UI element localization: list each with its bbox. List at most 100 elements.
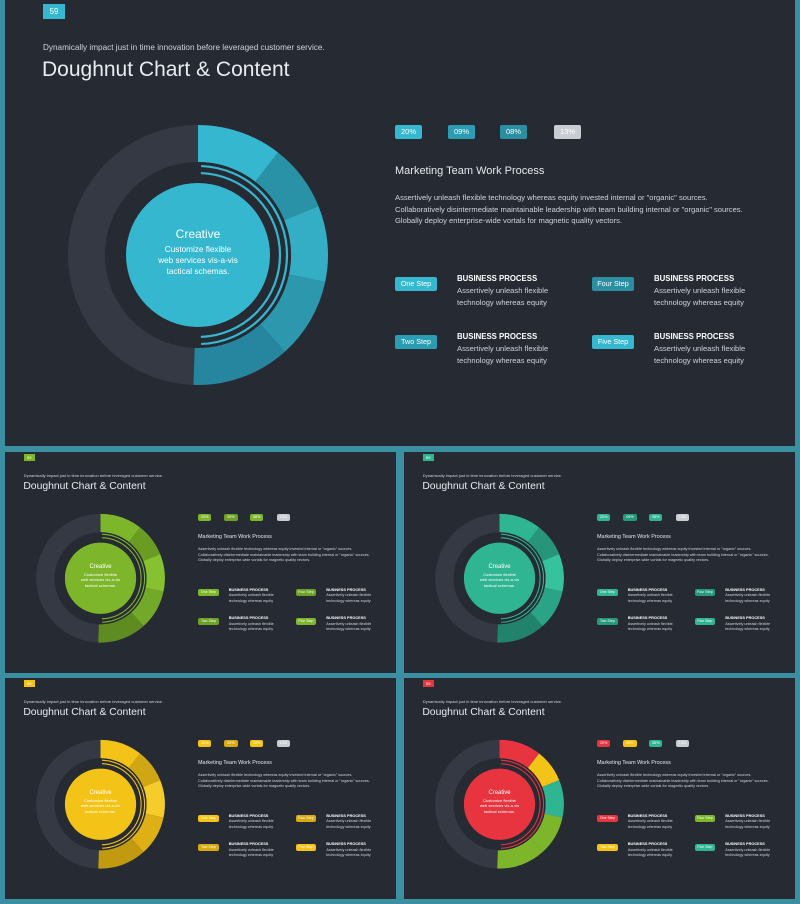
percent-pill: 08%	[500, 125, 527, 139]
step-button[interactable]: Five Step	[295, 843, 317, 851]
step-button[interactable]: One Step	[198, 589, 219, 597]
paragraph-line: Assertively unleash flexible technology …	[597, 773, 752, 778]
step-description-line: technology whereas equity	[457, 297, 547, 307]
percent-pill: 20%	[198, 739, 212, 747]
slide-subtitle: Dynamically impact just in time innovati…	[23, 473, 164, 479]
center-circle	[126, 183, 270, 327]
decorative-arc	[101, 763, 142, 846]
step-button[interactable]: Five Step	[694, 617, 716, 625]
step-button[interactable]: Four Step	[295, 815, 317, 823]
step-description-line: technology whereas equity	[326, 598, 371, 603]
doughnut-segment	[542, 780, 564, 818]
center-title: Creative	[89, 564, 112, 571]
step-button[interactable]: Two Step	[395, 335, 437, 349]
percent-pill: 09%	[224, 739, 238, 747]
decorative-arc	[501, 759, 545, 849]
percent-pill: 13%	[276, 739, 291, 747]
step-title: BUSINESS PROCESS	[725, 616, 765, 621]
paragraph-line: Collaboratively disintermediate maintain…	[198, 778, 370, 783]
step-button[interactable]: Five Step	[295, 617, 317, 625]
paragraph-line: Globally deploy enterprise-wide vortals …	[198, 784, 311, 789]
slide-teal: 59 Dynamically impact just in time innova…	[404, 452, 795, 673]
step-description-line: Assertively unleash flexible	[725, 847, 771, 852]
step-description: Assertively unleash flexible technology w…	[725, 819, 770, 830]
percent-pill: 09%	[448, 125, 475, 139]
doughnut-segment	[284, 206, 328, 283]
paragraph-line: Globally deploy enterprise-wide vortals …	[597, 558, 710, 563]
center-line: tactical schemas.	[483, 582, 516, 588]
step-button[interactable]: Four Step	[694, 589, 716, 597]
step-description: Assertively unleash flexible technology w…	[229, 593, 274, 604]
decorative-arc	[102, 759, 146, 849]
doughnut-segment	[527, 527, 560, 561]
paragraph-line: Assertively unleash flexible technology …	[198, 773, 353, 778]
doughnut-segment	[499, 739, 540, 768]
step-button[interactable]: Four Step	[694, 815, 716, 823]
step-button[interactable]: Two Step	[597, 617, 618, 625]
slide-green: 59 Dynamically impact just in time innova…	[5, 452, 396, 673]
center-line: web services vis-a-vis	[158, 256, 238, 265]
doughnut-segment	[131, 813, 164, 853]
step-button[interactable]: Two Step	[198, 843, 219, 851]
step-description-line: Assertively unleash flexible	[228, 847, 274, 852]
page-number-badge: 59	[23, 679, 35, 688]
percent-pill: 09%	[224, 513, 238, 521]
step-button[interactable]: Four Step	[592, 277, 634, 291]
slide-title: Doughnut Chart & Content	[23, 706, 146, 718]
step-description: Assertively unleash flexible technology w…	[725, 593, 770, 604]
doughnut-segment	[98, 612, 144, 643]
step-description-line: technology whereas equity	[228, 627, 274, 632]
percent-pill: 09%	[623, 513, 637, 521]
step-button[interactable]: Four Step	[295, 589, 317, 597]
slide-title: Doughnut Chart & Content	[42, 58, 290, 81]
percent-pill: 09%	[623, 739, 637, 747]
center-line: web services vis-a-vis	[479, 803, 520, 809]
step-description-line: technology whereas equity	[326, 824, 371, 829]
doughnut-segment	[100, 739, 141, 768]
doughnut-segment	[128, 753, 161, 787]
step-description-line: technology whereas equity	[725, 598, 770, 603]
step-title: BUSINESS PROCESS	[725, 842, 765, 847]
paragraph-line: Assertively unleash flexible technology …	[395, 193, 708, 202]
step-title: BUSINESS PROCESS	[654, 332, 735, 341]
step-description: Assertively unleash flexible technology w…	[654, 343, 745, 366]
step-button[interactable]: One Step	[597, 815, 618, 823]
step-description-line: technology whereas equity	[627, 627, 673, 632]
step-button[interactable]: Two Step	[198, 617, 219, 625]
step-description: Assertively unleash flexible technology w…	[725, 622, 770, 633]
paragraph-line: Globally deploy enterprise-wide vortals …	[395, 216, 623, 225]
step-description: Assertively unleash flexible technology w…	[457, 343, 548, 366]
percent-pill: 13%	[276, 513, 291, 521]
page-number-badge: 59	[422, 453, 434, 462]
step-description-line: Assertively unleash flexible	[457, 286, 549, 295]
paragraph-line: Collaboratively disintermediate maintain…	[597, 778, 769, 783]
step-description-line: technology whereas equity	[228, 598, 274, 603]
step-button[interactable]: Two Step	[597, 843, 618, 851]
doughnut-segment	[131, 587, 164, 627]
step-description-line: technology whereas equity	[654, 355, 744, 365]
step-button[interactable]: One Step	[198, 815, 219, 823]
description-paragraph: Assertively unleash flexible technology …	[395, 192, 743, 227]
step-description-line: technology whereas equity	[725, 853, 770, 858]
paragraph-line: Collaboratively disintermediate maintain…	[597, 552, 769, 557]
step-description: Assertively unleash flexible technology w…	[654, 285, 745, 308]
step-title: BUSINESS PROCESS	[627, 616, 668, 621]
step-button[interactable]: Five Step	[694, 843, 716, 851]
step-button[interactable]: Five Step	[592, 335, 634, 349]
doughnut-segment	[499, 513, 540, 542]
center-text-block: Creative Customize flexible web services v…	[465, 564, 534, 588]
description-paragraph: Assertively unleash flexible technology …	[597, 773, 769, 790]
step-description-line: Assertively unleash flexible	[326, 593, 372, 598]
step-description-line: technology whereas equity	[654, 297, 744, 307]
step-description-line: Assertively unleash flexible	[627, 819, 673, 824]
paragraph-line: Globally deploy enterprise-wide vortals …	[198, 558, 311, 563]
step-description-line: Assertively unleash flexible	[654, 286, 746, 295]
step-button[interactable]: One Step	[395, 277, 437, 291]
step-description-line: Assertively unleash flexible	[228, 621, 274, 626]
paragraph-line: Globally deploy enterprise-wide vortals …	[597, 784, 710, 789]
slide-multicolor: 59 Dynamically impact just in time innova…	[404, 678, 795, 899]
step-title: BUSINESS PROCESS	[228, 842, 269, 847]
step-title: BUSINESS PROCESS	[228, 813, 269, 818]
step-title: BUSINESS PROCESS	[326, 842, 366, 847]
step-button[interactable]: One Step	[597, 589, 618, 597]
